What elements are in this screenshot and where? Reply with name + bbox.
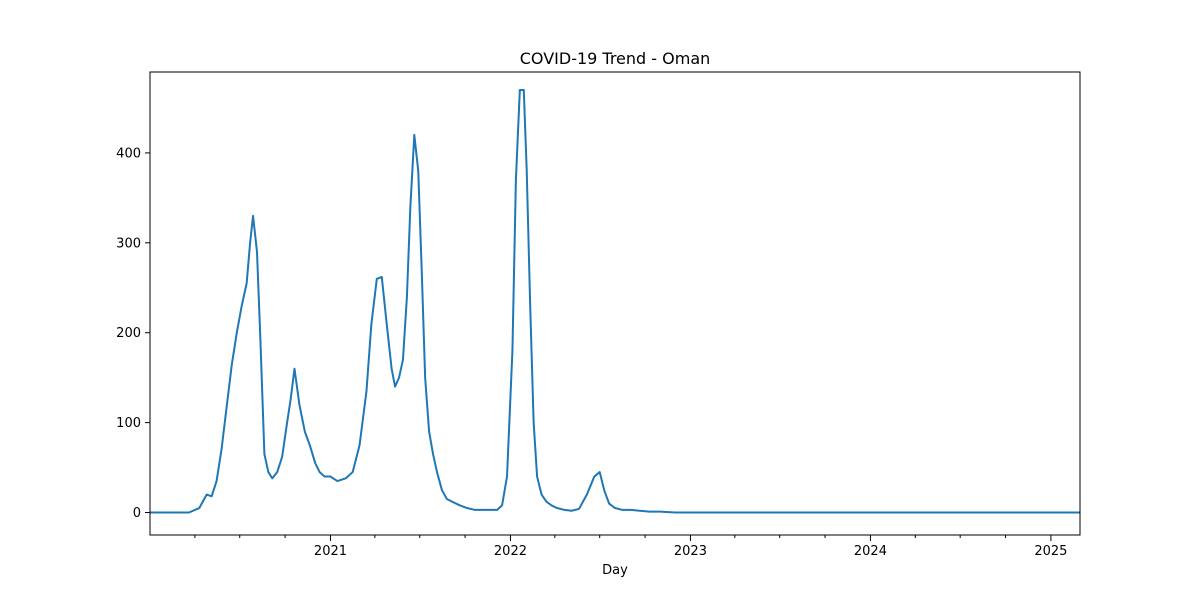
x-axis-label: Day xyxy=(602,563,628,578)
y-tick-label: 300 xyxy=(116,236,141,251)
x-tick-label: 2023 xyxy=(674,544,707,559)
plot-frame xyxy=(149,71,1081,536)
y-tick-label: 400 xyxy=(116,146,141,161)
plot-area xyxy=(150,88,1080,514)
x-axis: 2021 2022 2023 2024 2025 xyxy=(194,535,1067,559)
x-tick-label: 2021 xyxy=(314,544,347,559)
x-tick-label: 2025 xyxy=(1034,544,1067,559)
x-tick-label: 2022 xyxy=(494,544,527,559)
y-tick-label: 100 xyxy=(116,416,141,431)
y-tick-label: 200 xyxy=(116,326,141,341)
y-axis: 0 100 200 300 400 xyxy=(116,146,150,521)
x-tick-label: 2024 xyxy=(854,544,887,559)
y-tick-label: 0 xyxy=(133,506,141,521)
series-line xyxy=(150,88,1080,514)
chart-title: COVID-19 Trend - Oman xyxy=(520,49,711,68)
